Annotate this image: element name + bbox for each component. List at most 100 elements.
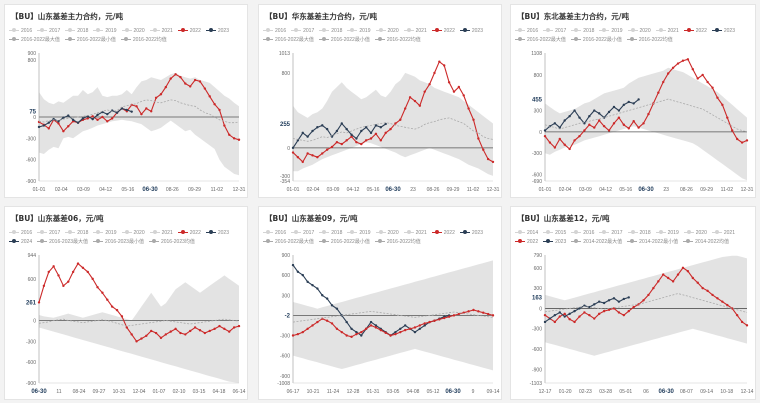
data-point[interactable] <box>47 121 50 124</box>
data-point[interactable] <box>154 331 158 335</box>
data-point[interactable] <box>607 129 611 132</box>
data-point[interactable] <box>384 331 387 335</box>
data-point[interactable] <box>301 330 304 334</box>
legend-item[interactable]: 2023 <box>459 229 483 238</box>
data-point[interactable] <box>622 297 626 301</box>
legend-item[interactable]: 2016-2022均值 <box>374 238 421 247</box>
data-point[interactable] <box>330 304 334 307</box>
data-point[interactable] <box>716 297 719 300</box>
data-point[interactable] <box>423 324 426 327</box>
data-point[interactable] <box>632 120 635 123</box>
data-point[interactable] <box>291 146 295 150</box>
legend-item[interactable]: 2023 <box>711 27 735 36</box>
data-point[interactable] <box>198 80 202 83</box>
data-point[interactable] <box>169 330 172 333</box>
data-point[interactable] <box>218 324 221 328</box>
data-point[interactable] <box>71 118 75 122</box>
data-point[interactable] <box>731 307 734 310</box>
data-point[interactable] <box>447 315 451 318</box>
data-point[interactable] <box>184 82 187 85</box>
data-point[interactable] <box>203 87 207 90</box>
data-point[interactable] <box>745 139 749 142</box>
data-point[interactable] <box>740 141 744 144</box>
legend-item[interactable]: 2022 <box>431 229 455 238</box>
data-point[interactable] <box>622 103 626 107</box>
data-point[interactable] <box>486 157 490 161</box>
data-point[interactable] <box>602 309 606 313</box>
data-point[interactable] <box>96 286 99 289</box>
data-point[interactable] <box>96 118 99 122</box>
data-point[interactable] <box>452 90 456 93</box>
legend-item[interactable]: 2021 <box>149 229 173 238</box>
data-point[interactable] <box>193 78 197 82</box>
data-point[interactable] <box>457 85 461 89</box>
legend-item[interactable]: 2015 <box>543 229 566 238</box>
data-point[interactable] <box>588 305 591 309</box>
data-point[interactable] <box>423 322 426 325</box>
data-point[interactable] <box>67 114 70 117</box>
data-point[interactable] <box>394 122 397 125</box>
data-point[interactable] <box>563 315 566 318</box>
data-point[interactable] <box>301 160 304 164</box>
data-point[interactable] <box>364 327 368 330</box>
legend-item[interactable]: 2016 <box>9 229 32 238</box>
legend-item[interactable]: 2018 <box>65 27 88 36</box>
data-point[interactable] <box>193 326 197 329</box>
data-point[interactable] <box>228 133 231 136</box>
data-point[interactable] <box>91 115 94 118</box>
data-point[interactable] <box>588 115 591 118</box>
legend-item[interactable]: 2023 <box>205 27 229 36</box>
data-point[interactable] <box>321 294 324 297</box>
data-point[interactable] <box>296 332 300 336</box>
data-point[interactable] <box>457 312 461 316</box>
data-point[interactable] <box>330 322 334 325</box>
data-point[interactable] <box>110 117 114 120</box>
data-point[interactable] <box>735 313 739 317</box>
data-point[interactable] <box>563 143 566 146</box>
data-point[interactable] <box>632 102 635 105</box>
data-point[interactable] <box>647 293 650 297</box>
data-point[interactable] <box>662 273 665 276</box>
data-point[interactable] <box>306 327 309 330</box>
data-point[interactable] <box>691 68 695 71</box>
data-point[interactable] <box>588 313 591 317</box>
data-point[interactable] <box>491 314 495 317</box>
legend-item[interactable]: 2019 <box>599 27 623 36</box>
data-point[interactable] <box>208 95 211 98</box>
data-point[interactable] <box>140 337 143 340</box>
data-point[interactable] <box>125 108 129 112</box>
data-point[interactable] <box>588 123 591 126</box>
data-point[interactable] <box>213 103 216 106</box>
data-point[interactable] <box>745 324 749 327</box>
data-point[interactable] <box>306 135 309 138</box>
data-point[interactable] <box>37 301 41 304</box>
legend-item[interactable]: 2020 <box>375 229 399 238</box>
data-point[interactable] <box>228 330 231 333</box>
data-point[interactable] <box>642 122 645 125</box>
data-point[interactable] <box>433 319 436 322</box>
data-point[interactable] <box>316 320 319 324</box>
data-point[interactable] <box>548 141 552 144</box>
data-point[interactable] <box>413 326 417 329</box>
legend-item[interactable]: 2016-2022均值 <box>626 36 673 45</box>
data-point[interactable] <box>311 154 314 157</box>
data-point[interactable] <box>612 297 616 300</box>
legend-item[interactable]: 2017 <box>543 27 566 36</box>
data-point[interactable] <box>374 326 378 329</box>
data-point[interactable] <box>296 139 300 142</box>
data-point[interactable] <box>189 329 192 333</box>
legend-item[interactable]: 2018 <box>65 229 88 238</box>
data-point[interactable] <box>71 270 75 274</box>
data-point[interactable] <box>340 330 343 334</box>
data-point[interactable] <box>198 329 202 332</box>
data-point[interactable] <box>652 286 655 290</box>
legend-item[interactable]: 2016 <box>515 27 538 36</box>
legend-item[interactable]: 2022 <box>431 27 455 36</box>
data-point[interactable] <box>438 60 441 63</box>
data-point[interactable] <box>428 320 431 324</box>
data-point[interactable] <box>237 324 241 328</box>
legend-item[interactable]: 2016-2022最小值 <box>570 36 622 45</box>
data-point[interactable] <box>558 311 561 314</box>
data-point[interactable] <box>543 320 547 324</box>
data-point[interactable] <box>637 303 640 306</box>
